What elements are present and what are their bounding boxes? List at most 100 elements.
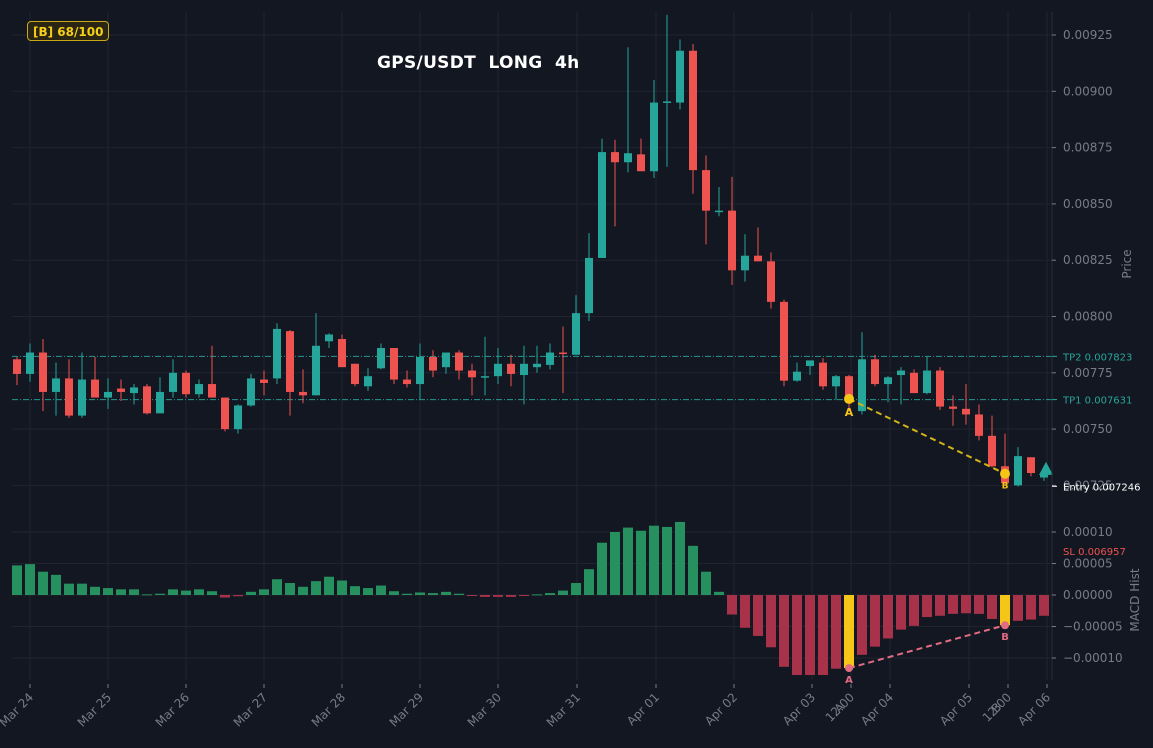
candle-body (624, 153, 632, 163)
candle-body (91, 379, 99, 398)
candle-body (689, 50, 697, 171)
candle-body (637, 154, 645, 172)
candle (780, 299, 788, 387)
candle (663, 14, 671, 167)
macd-bar (805, 595, 815, 676)
candle-body (117, 388, 125, 392)
candle-body (845, 376, 853, 400)
macd-bar (285, 583, 295, 595)
macd-bar (831, 595, 841, 669)
candle-body (780, 301, 788, 381)
candle (299, 369, 307, 404)
candle-body (416, 357, 424, 385)
candle (26, 343, 34, 382)
candle-body (910, 372, 918, 394)
candle-body (975, 414, 983, 436)
candle-body (1040, 474, 1048, 478)
y-tick-label: 0.00800 (1063, 310, 1113, 324)
candle (143, 384, 151, 415)
grid-lines (12, 12, 1052, 680)
macd-bar (662, 526, 672, 595)
candle-body (26, 352, 34, 374)
macd-bar (324, 576, 334, 595)
macd-divergence-line (848, 624, 1006, 670)
candle-body (481, 376, 489, 378)
candle-body (286, 331, 294, 392)
candle-body (494, 363, 502, 377)
macd-axis-title: MACD Hist (1128, 568, 1142, 631)
candle-body (390, 348, 398, 380)
candle-body (1027, 457, 1035, 474)
y-tick-label: −0.00005 (1063, 620, 1123, 634)
candle (403, 370, 411, 388)
macd-bar (675, 521, 685, 595)
y-tick-label: 0.00900 (1063, 84, 1113, 98)
candle (507, 354, 515, 387)
macd-bar (415, 592, 425, 595)
macd-bar (883, 595, 893, 639)
macd-bar (454, 593, 464, 595)
macd-bar (623, 527, 633, 595)
x-tick-label: Mar 24 (0, 690, 36, 729)
candle-body (520, 363, 528, 376)
macd-bar (987, 595, 997, 619)
y-tick-label: −0.00010 (1063, 651, 1123, 665)
macd-bar (493, 595, 503, 597)
macd-bar (948, 595, 958, 614)
macd-bar (272, 579, 282, 595)
macd-bar (129, 589, 139, 595)
macd-bar (857, 595, 867, 655)
y-tick-label: 0.00825 (1063, 253, 1113, 267)
candle (611, 139, 619, 227)
macd-bar (701, 571, 711, 595)
candle (455, 350, 463, 380)
macd-bar (935, 595, 945, 616)
macd-bar (116, 589, 126, 595)
x-tick-label: Apr 05 (937, 690, 975, 728)
macd-bar (90, 586, 100, 595)
macd-bar (428, 593, 438, 595)
x-tick-label: Apr 06 (1015, 690, 1053, 728)
candle (533, 345, 541, 373)
macd-bar (467, 595, 477, 596)
macd-bar (1013, 595, 1023, 621)
macd-bar (870, 595, 880, 647)
axes: 0.00725 0.00750 0.00775 0.00800 0.00825 0.008… (0, 12, 1142, 730)
candle (1014, 447, 1022, 487)
divergence-point-b (1000, 468, 1010, 479)
y-tick-label: 0.00010 (1063, 525, 1113, 539)
candle (546, 343, 554, 370)
macd-bar (818, 595, 828, 676)
candle-body (546, 352, 554, 365)
macd-bar (610, 532, 620, 595)
candle (1027, 457, 1035, 477)
candle (741, 234, 749, 282)
chart-title: GPS/USDT LONG 4h (377, 53, 580, 73)
candle-body (962, 408, 970, 415)
candle (845, 375, 853, 412)
candle (884, 376, 892, 403)
macd-bar (1026, 595, 1036, 620)
candle-body (559, 352, 567, 355)
candle-body (793, 371, 801, 381)
macd-histogram (12, 521, 1049, 676)
candle (624, 47, 632, 173)
candle-body (377, 348, 385, 369)
macd-bar (441, 591, 451, 595)
candle (819, 358, 827, 390)
macd-bar (961, 595, 971, 614)
candle-body (507, 363, 515, 374)
candle (208, 345, 216, 398)
macd-bar (376, 585, 386, 595)
macd-bar (532, 594, 542, 596)
macd-bar (714, 591, 724, 595)
candle (117, 379, 125, 401)
candle-body (299, 391, 307, 396)
candle (572, 295, 580, 355)
price-divergence-line (848, 398, 1006, 475)
macd-bar (220, 595, 230, 598)
macd-bar (38, 571, 48, 595)
macd-bar (545, 593, 555, 595)
macd-bar (12, 565, 22, 595)
candle-body (832, 376, 840, 387)
